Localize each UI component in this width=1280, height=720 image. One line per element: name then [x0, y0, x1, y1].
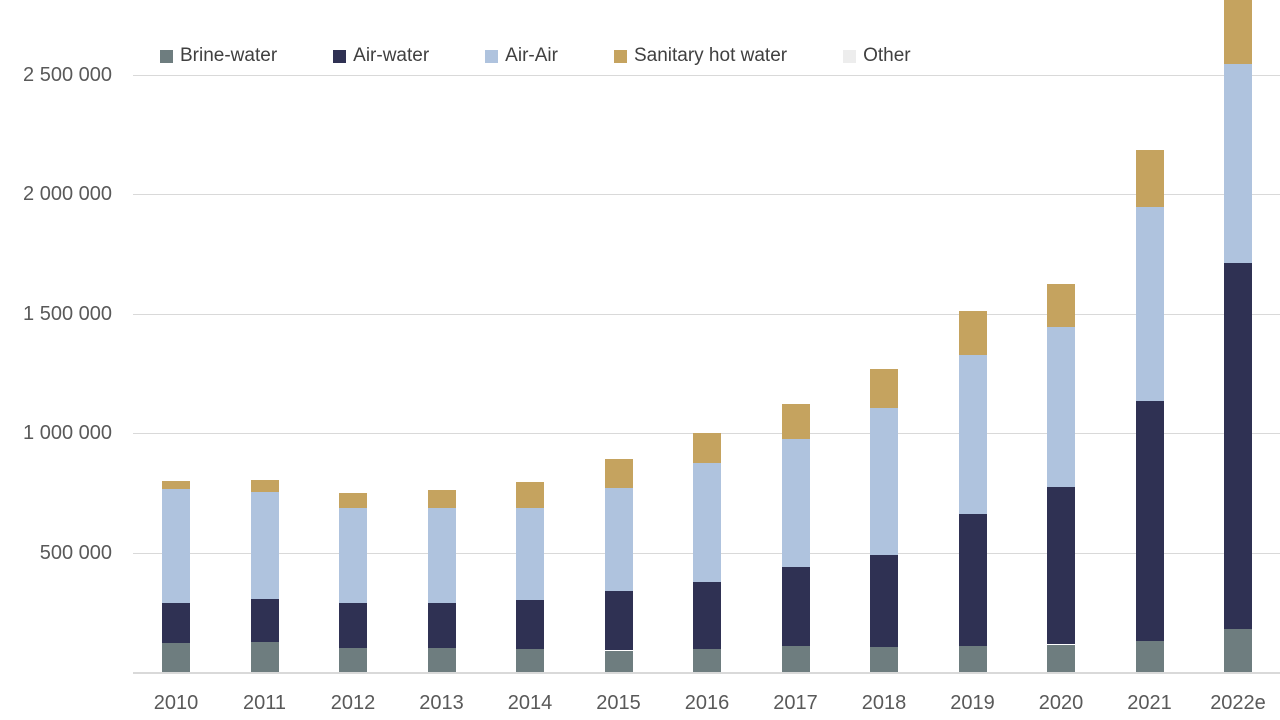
bar-2019-segment-air-air	[958, 355, 987, 515]
bar-2016-segment-air-water	[693, 582, 721, 650]
legend-label: Brine-water	[180, 45, 278, 66]
y-tick-label: 500 000	[39, 541, 112, 564]
bar-2021-segment-air-water	[1135, 400, 1164, 641]
bar-2010-segment-air-water	[162, 602, 190, 644]
legend-swatch-icon	[333, 49, 347, 63]
bar-2010-segment-sanitary-hot-water	[162, 480, 190, 490]
bar-2022e-segment-sanitary-hot-water	[1224, 0, 1252, 64]
x-tick-label: 2022e	[1210, 692, 1266, 714]
y-tick-label: 2 000 000	[23, 183, 112, 205]
bar-2017-segment-sanitary-hot-water	[781, 404, 810, 439]
legend-item-other: Other	[843, 45, 911, 67]
bar-2020-segment-sanitary-hot-water	[1047, 283, 1075, 327]
x-tick-label: 2016	[684, 692, 730, 714]
legend-swatch-icon	[613, 49, 627, 63]
bar-2011-segment-air-water	[250, 599, 279, 643]
bar-2018-segment-air-air	[870, 407, 898, 555]
x-tick-label: 2013	[419, 692, 464, 714]
x-tick-label: 2017	[773, 692, 818, 714]
bar-2010-segment-air-air	[162, 489, 190, 603]
bar-2013-segment-brine-water	[427, 648, 456, 672]
bar-2019-segment-air-water	[958, 514, 987, 646]
bar-2021-segment-air-air	[1135, 207, 1164, 401]
bar-2015-segment-brine-water	[604, 650, 633, 672]
legend-item-brine-water: Brine-water	[160, 45, 277, 67]
y-tick-label: 2 500 000	[23, 63, 112, 86]
bar-2011-segment-air-air	[250, 491, 279, 600]
legend-item-air-water: Air-water	[333, 45, 429, 67]
legend-label: Other	[863, 45, 911, 66]
bar-2022e-segment-brine-water	[1224, 629, 1252, 672]
chart-legend: Brine-water Air-water Air-Air Sanitary hot …	[160, 45, 911, 67]
bar-2011-segment-sanitary-hot-water	[250, 479, 279, 492]
x-tick-label: 2015	[596, 692, 641, 714]
x-tick-label: 2011	[242, 692, 286, 714]
bar-2020-segment-air-water	[1047, 486, 1075, 645]
y-tick-label: 1 000 000	[23, 422, 112, 444]
bar-2015-segment-air-air	[604, 488, 633, 591]
bar-2021-segment-brine-water	[1135, 640, 1164, 672]
x-tick-label: 2021	[1127, 692, 1172, 714]
legend-swatch-icon	[843, 49, 857, 63]
bar-2012-segment-sanitary-hot-water	[339, 492, 367, 509]
bar-2010-segment-brine-water	[162, 643, 190, 672]
bar-2021-segment-sanitary-hot-water	[1135, 149, 1164, 208]
x-tick-label: 2019	[950, 692, 995, 714]
bar-2022e-segment-air-water	[1224, 263, 1252, 629]
y-tick-label: 1 500 000	[23, 302, 112, 325]
bar-2012-segment-air-water	[339, 602, 367, 649]
x-axis-line	[133, 672, 1280, 674]
bar-2017-segment-brine-water	[781, 645, 810, 672]
bar-2016-segment-air-air	[693, 462, 721, 583]
bar-2019-segment-brine-water	[958, 645, 987, 672]
bar-2012-segment-brine-water	[339, 648, 367, 672]
bar-2017-segment-air-air	[781, 439, 810, 567]
bar-2014-segment-air-air	[516, 508, 544, 601]
gridline	[133, 194, 1280, 195]
bar-2020-segment-brine-water	[1047, 644, 1075, 672]
bar-2014-segment-sanitary-hot-water	[516, 482, 544, 509]
bar-2015-segment-sanitary-hot-water	[604, 459, 633, 488]
bar-2018-segment-air-water	[870, 554, 898, 647]
bar-2015-segment-air-water	[604, 590, 633, 651]
x-tick-label: 2020	[1038, 692, 1084, 714]
x-tick-label: 2014	[507, 692, 553, 714]
x-tick-label: 2012	[330, 692, 376, 714]
bar-2014-segment-air-water	[516, 600, 544, 650]
bar-2016-segment-sanitary-hot-water	[693, 433, 721, 463]
bar-2013-segment-air-air	[427, 508, 456, 603]
legend-item-air-air: Air-Air	[485, 45, 558, 67]
legend-label: Sanitary hot water	[633, 45, 788, 66]
bar-2018-segment-brine-water	[870, 646, 898, 672]
legend-label: Air-water	[353, 45, 430, 66]
gridline	[133, 313, 1280, 315]
x-tick-label: 2018	[861, 692, 907, 714]
bar-2022e-segment-air-air	[1224, 63, 1252, 264]
legend-swatch-icon	[485, 49, 499, 63]
bar-2017-segment-air-water	[781, 566, 810, 646]
bar-2013-segment-sanitary-hot-water	[427, 490, 456, 509]
legend-label: Air-Air	[505, 45, 558, 66]
legend-item-sanitary-hot-water: Sanitary hot water	[613, 45, 788, 67]
bar-2013-segment-air-water	[427, 602, 456, 649]
bar-2019-segment-sanitary-hot-water	[958, 311, 987, 356]
bar-2012-segment-air-air	[339, 508, 367, 603]
bar-2016-segment-brine-water	[693, 649, 721, 672]
bar-2011-segment-brine-water	[250, 642, 279, 672]
gridline	[133, 74, 1280, 76]
x-tick-label: 2010	[153, 692, 199, 714]
bar-2018-segment-sanitary-hot-water	[870, 368, 898, 408]
bar-2014-segment-brine-water	[516, 649, 544, 672]
bar-2020-segment-air-air	[1047, 326, 1075, 487]
legend-swatch-icon	[160, 49, 173, 63]
